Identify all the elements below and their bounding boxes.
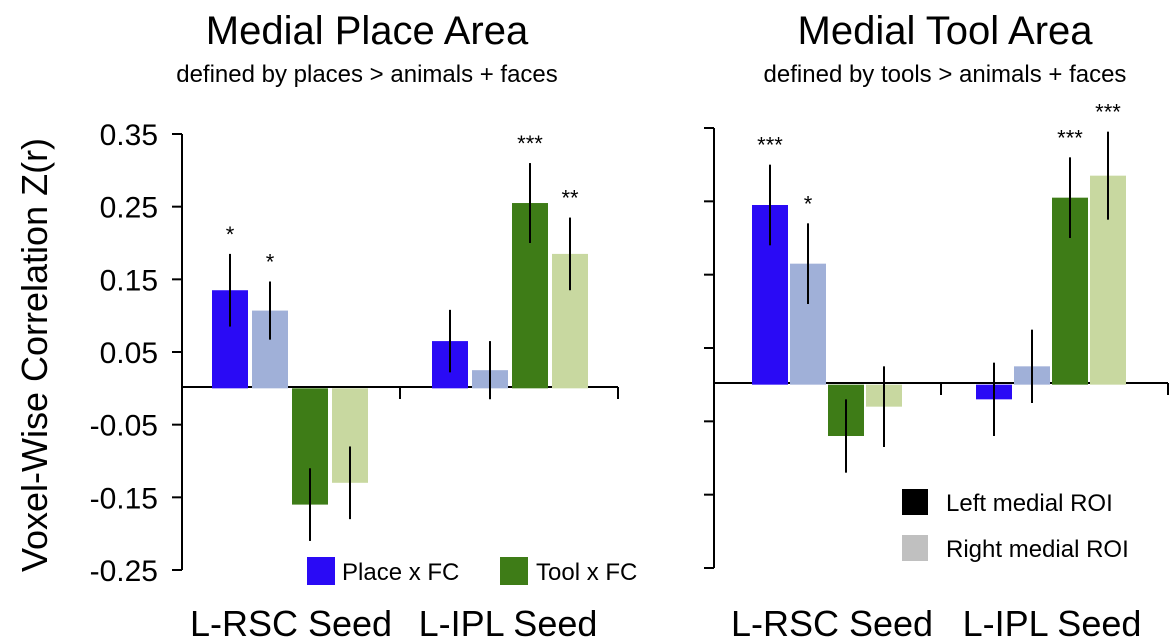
significance-marker: ** <box>561 186 579 211</box>
legend-swatch-tool <box>500 557 528 585</box>
significance-marker: *** <box>1095 100 1121 125</box>
panel2-subtitle: defined by tools > animals + faces <box>764 61 1127 88</box>
y-tick-label: -0.25 <box>90 555 158 588</box>
legend-label-place: Place x FC <box>342 559 459 586</box>
panel1-category-label: L-IPL Seed <box>419 603 598 644</box>
y-tick-label: 0.25 <box>100 192 158 225</box>
legend-swatch-place <box>307 557 335 585</box>
panel1-subtitle: defined by places > animals + faces <box>176 61 558 88</box>
y-tick-label: -0.05 <box>90 410 158 443</box>
y-tick-label: 0.05 <box>100 337 158 370</box>
panel1-title: Medial Place Area <box>206 9 529 53</box>
significance-marker: * <box>226 222 235 247</box>
y-tick-label: 0.35 <box>100 119 158 152</box>
legend-swatch-left-roi <box>902 489 928 515</box>
y-tick-label: 0.15 <box>100 264 158 297</box>
legend-label-tool: Tool x FC <box>536 559 637 586</box>
significance-marker: * <box>804 191 813 216</box>
panel2-title: Medial Tool Area <box>798 9 1094 53</box>
significance-marker: *** <box>1057 125 1083 150</box>
panel1-category-label: L-RSC Seed <box>190 603 392 644</box>
legend-swatch-right-roi <box>902 535 928 561</box>
y-tick-label: -0.15 <box>90 482 158 515</box>
panel2-category-label: L-IPL Seed <box>963 603 1142 644</box>
significance-marker: * <box>266 250 275 275</box>
y-axis-label: Voxel-Wise Correlation Z(r) <box>14 138 55 572</box>
significance-marker: *** <box>757 133 783 158</box>
chart-marks: 0.350.250.150.05-0.05-0.15-0.25*********… <box>90 100 1126 588</box>
panel2-category-label: L-RSC Seed <box>731 603 933 644</box>
legend-label-left-roi: Left medial ROI <box>946 490 1113 517</box>
legend-label-right-roi: Right medial ROI <box>946 536 1129 563</box>
significance-marker: *** <box>517 131 543 156</box>
